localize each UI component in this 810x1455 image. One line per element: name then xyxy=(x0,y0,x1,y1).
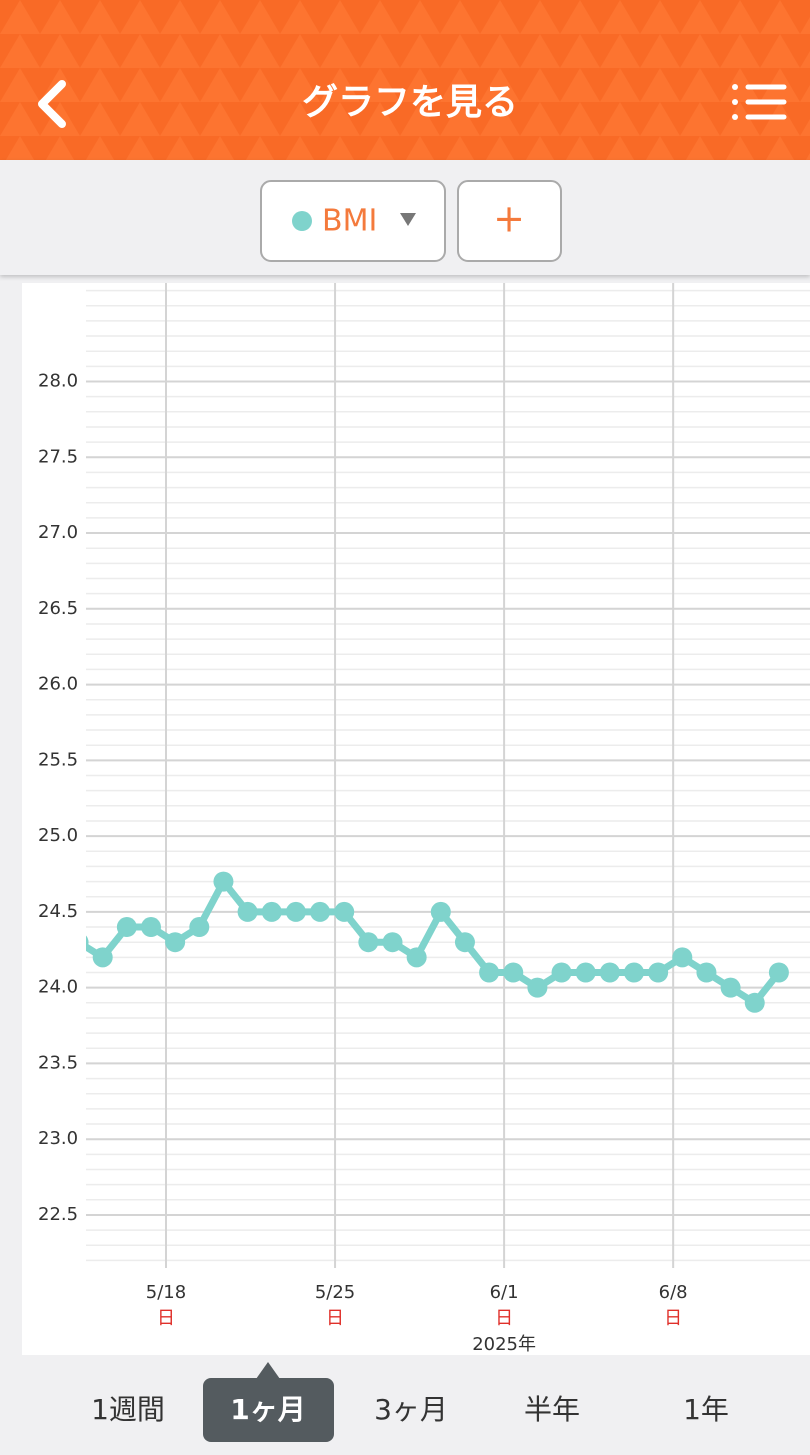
metric-dot xyxy=(292,211,312,231)
y-tick-label: 28.0 xyxy=(38,371,78,392)
add-button[interactable] xyxy=(457,180,562,262)
back-button[interactable] xyxy=(38,80,66,128)
data-point xyxy=(92,947,113,968)
range-tab[interactable]: 1ヶ月 xyxy=(230,1393,305,1426)
dropdown-arrow xyxy=(400,213,416,226)
data-point xyxy=(430,901,451,922)
data-point xyxy=(720,977,741,998)
data-point xyxy=(599,962,620,983)
data-point xyxy=(261,901,282,922)
data-point xyxy=(310,901,331,922)
x-tick-weekday: 日 xyxy=(326,1308,344,1329)
y-tick-label: 24.0 xyxy=(38,977,78,998)
y-tick-label: 25.5 xyxy=(38,749,78,770)
data-point xyxy=(575,962,596,983)
chart-panel xyxy=(22,283,810,1355)
range-tab[interactable]: 半年 xyxy=(524,1393,580,1426)
data-point xyxy=(237,901,258,922)
grid: 22.5 23.0 23.5 24.0 24.5 25.0 25.5 26.0 26.5 27.0… xyxy=(38,283,810,1355)
data-point xyxy=(165,932,186,953)
data-point xyxy=(285,901,306,922)
plot-area xyxy=(86,871,789,1013)
y-tick-label: 25.0 xyxy=(38,825,78,846)
y-tick-label: 22.5 xyxy=(38,1204,78,1225)
metric-dropdown[interactable] xyxy=(260,180,446,262)
data-point xyxy=(624,962,644,983)
y-tick-label: 26.0 xyxy=(38,674,78,695)
data-point xyxy=(503,962,524,983)
range-tabs: 1週間 1ヶ月 3ヶ月 半年 1年 xyxy=(91,1362,729,1442)
data-point xyxy=(382,932,403,953)
x-tick-label: 5/25 xyxy=(315,1282,355,1303)
data-point xyxy=(213,871,234,892)
data-point xyxy=(358,932,379,953)
range-tab[interactable]: 3ヶ月 xyxy=(374,1393,448,1426)
data-point xyxy=(527,977,548,998)
data-point xyxy=(744,992,765,1013)
x-tick-label: 6/1 xyxy=(490,1282,519,1303)
data-point xyxy=(454,932,475,953)
y-tick-label: 23.5 xyxy=(38,1052,78,1073)
y-tick-label: 24.5 xyxy=(38,901,78,922)
header-title: グラフを見る xyxy=(302,82,518,123)
add-label: + xyxy=(493,197,525,241)
header-pattern xyxy=(0,0,810,160)
menu-button[interactable] xyxy=(732,84,787,120)
y-tick-label: 23.0 xyxy=(38,1128,78,1149)
data-point xyxy=(672,947,693,968)
data-point xyxy=(696,962,717,983)
data-point xyxy=(406,947,427,968)
x-tick-weekday: 日 xyxy=(495,1308,513,1329)
x-tick-weekday: 日 xyxy=(664,1308,682,1329)
y-tick-label: 26.5 xyxy=(38,598,78,619)
data-point xyxy=(116,917,137,938)
data-point xyxy=(334,901,355,922)
data-point xyxy=(768,962,789,983)
x-tick-label: 5/18 xyxy=(146,1282,186,1303)
y-tick-label: 27.5 xyxy=(38,446,78,467)
data-point xyxy=(86,935,89,949)
x-tick-weekday: 日 xyxy=(157,1308,175,1329)
range-tab[interactable]: 1週間 xyxy=(91,1393,165,1426)
x-tick-label: 6/8 xyxy=(659,1282,688,1303)
data-point xyxy=(479,962,500,983)
data-point xyxy=(141,917,161,938)
range-tab[interactable]: 1年 xyxy=(683,1393,729,1426)
tab-selected-bg xyxy=(203,1378,334,1442)
data-point xyxy=(189,917,210,938)
data-point xyxy=(648,962,669,983)
data-point xyxy=(551,962,572,983)
x-year-label: 2025年 xyxy=(472,1334,536,1355)
y-tick-label: 27.0 xyxy=(38,522,78,543)
metric-label: BMI xyxy=(322,204,377,239)
tab-pointer xyxy=(256,1362,280,1379)
